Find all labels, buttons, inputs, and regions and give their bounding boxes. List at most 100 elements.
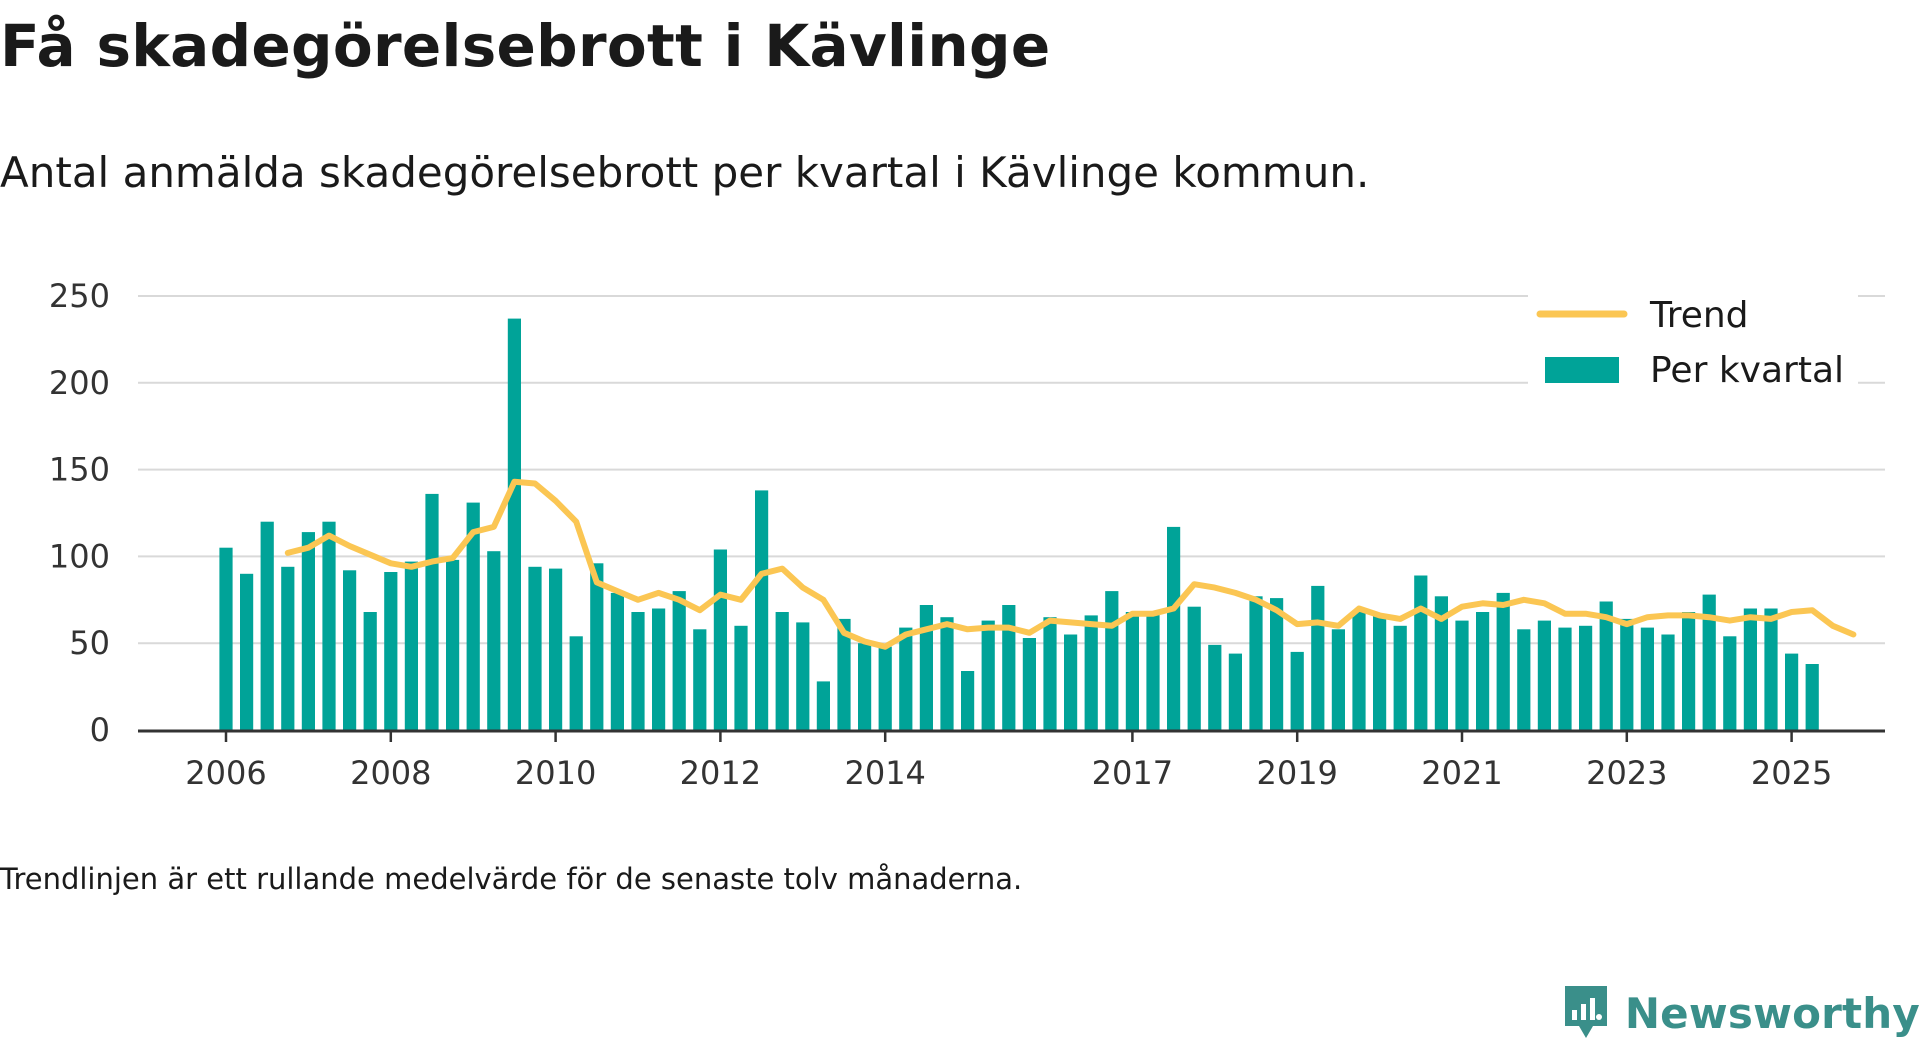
- y-tick-label: 100: [49, 537, 110, 575]
- bar: [1022, 638, 1036, 730]
- bar: [837, 618, 851, 730]
- x-tick-label: 2012: [680, 754, 761, 792]
- bar: [1270, 598, 1284, 730]
- chart-title: Få skadegörelsebrott i Kävlinge: [0, 12, 1051, 80]
- y-tick-label: 200: [49, 364, 110, 402]
- bar: [1455, 620, 1469, 730]
- bar: [363, 612, 377, 730]
- bar: [343, 570, 357, 730]
- footnote: Trendlinjen är ett rullande medelvärde f…: [0, 862, 1023, 896]
- bar: [446, 559, 460, 730]
- bar: [301, 532, 315, 730]
- bar: [1373, 613, 1387, 730]
- x-tick-label: 2023: [1586, 754, 1667, 792]
- bar: [384, 572, 398, 730]
- bar: [528, 566, 542, 730]
- bar: [1764, 608, 1778, 730]
- bar: [1228, 653, 1242, 730]
- bar: [1434, 596, 1448, 730]
- bar: [1414, 575, 1428, 730]
- bar-series: [219, 318, 1819, 730]
- bar: [1208, 644, 1222, 730]
- bar: [961, 671, 975, 730]
- newsworthy-logo-icon: [1564, 986, 1607, 1038]
- bar: [487, 551, 501, 730]
- bar: [672, 591, 686, 730]
- bar: [1064, 634, 1078, 730]
- bar: [590, 563, 604, 730]
- x-tick-label: 2021: [1421, 754, 1502, 792]
- bar: [1805, 664, 1819, 730]
- bar: [1043, 617, 1057, 730]
- y-tick-label: 50: [69, 624, 110, 662]
- bar: [404, 561, 418, 730]
- bar: [693, 629, 707, 730]
- legend-bar-label: Per kvartal: [1650, 350, 1844, 391]
- brand-logo: Newsworthy: [1561, 982, 1920, 1044]
- bar: [755, 490, 769, 730]
- bar: [1249, 596, 1263, 730]
- bar: [1002, 605, 1016, 730]
- bar: [940, 617, 954, 730]
- bar: [1125, 612, 1139, 730]
- chart-subtitle: Antal anmälda skadegörelsebrott per kvar…: [0, 148, 1370, 197]
- bar: [858, 643, 872, 730]
- x-tick-label: 2006: [185, 754, 266, 792]
- bar: [569, 636, 583, 730]
- x-tick-label: 2008: [350, 754, 431, 792]
- bar: [1393, 625, 1407, 730]
- bar: [1331, 629, 1345, 730]
- y-tick-label: 250: [49, 277, 110, 315]
- trend-series: [284, 478, 1857, 650]
- bar: [425, 493, 439, 730]
- bar: [1146, 612, 1160, 730]
- bar: [713, 549, 727, 730]
- trend-line: [284, 478, 1857, 650]
- legend-bar-swatch: [1545, 357, 1619, 383]
- y-tick-label: 0: [90, 711, 110, 749]
- bar: [1311, 585, 1325, 730]
- bar: [240, 573, 254, 730]
- x-tick-label: 2025: [1751, 754, 1832, 792]
- x-tick-label: 2019: [1256, 754, 1337, 792]
- bar: [1785, 653, 1799, 730]
- x-tick-label: 2017: [1092, 754, 1173, 792]
- x-tick-label: 2010: [515, 754, 596, 792]
- x-tick-label: 2014: [844, 754, 925, 792]
- bar: [1558, 627, 1572, 730]
- bar: [1620, 618, 1634, 730]
- bar: [1084, 615, 1098, 730]
- bar: [796, 622, 810, 730]
- bar: [219, 547, 233, 730]
- bar: [322, 521, 336, 730]
- bar: [1661, 634, 1675, 730]
- bar: [981, 620, 995, 730]
- bar: [281, 566, 295, 730]
- bar: [1476, 612, 1490, 730]
- x-axis: 2006 2008 2010 2012 2014 2017 2019 2021 2023 2025: [138, 729, 1885, 792]
- bar: [1105, 591, 1119, 730]
- bar: [610, 592, 624, 730]
- bar: [1290, 651, 1304, 730]
- bar: [260, 521, 274, 730]
- bar: [549, 568, 563, 730]
- bar: [816, 681, 830, 730]
- bar: [1640, 627, 1654, 730]
- bar: [1517, 629, 1531, 730]
- bar: [631, 612, 645, 730]
- y-axis-labels: 0 50 100 150 200 250: [49, 277, 110, 749]
- bar: [775, 612, 789, 730]
- bar: [1743, 608, 1757, 730]
- bar: [1702, 594, 1716, 730]
- bar: [1167, 526, 1181, 730]
- bar: [1579, 625, 1593, 730]
- legend-trend-label: Trend: [1649, 295, 1749, 336]
- bar: [1682, 612, 1696, 730]
- bar: [652, 608, 666, 730]
- brand-name: Newsworthy: [1624, 988, 1920, 1038]
- bar: [919, 605, 933, 730]
- bar: [1537, 620, 1551, 730]
- bar: [1723, 636, 1737, 730]
- bar: [878, 646, 892, 730]
